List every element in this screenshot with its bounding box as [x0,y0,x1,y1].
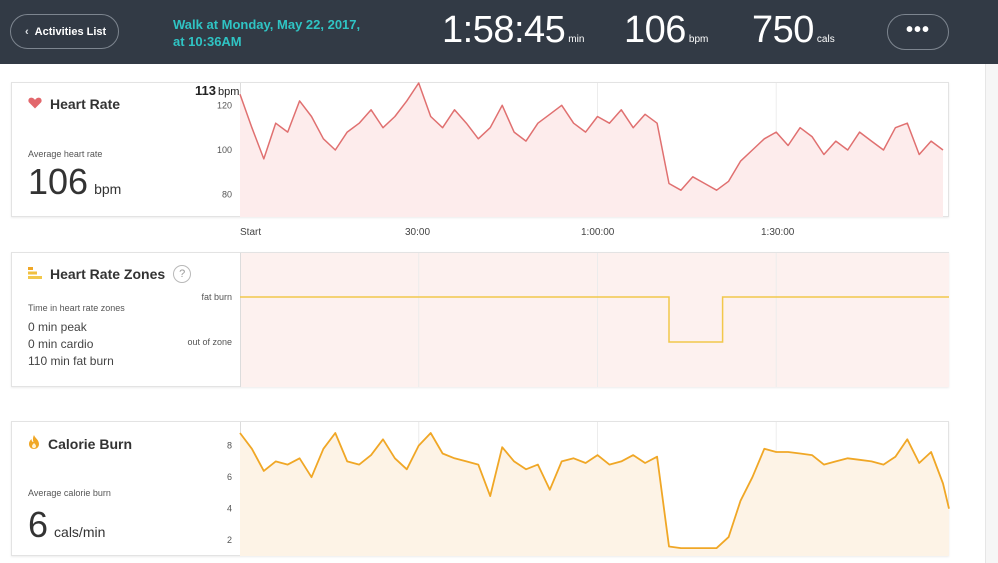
zones-bars-icon [28,266,42,282]
activity-title-line2: at 10:36AM [173,34,242,49]
heart-rate-zones-card: Heart Rate Zones ? Time in heart rate zo… [11,252,949,387]
zones-subtitle: Time in heart rate zones [28,303,125,313]
calories-unit: cals [816,34,835,45]
zone-line [240,296,949,343]
zone-peak: 0 min peak [28,320,87,334]
avg-bpm-value: 106 [624,9,686,51]
y-tick-label: 2 [227,535,232,545]
page-scrollbar[interactable] [985,64,998,563]
x-tick-start: Start [240,227,262,238]
duration-value: 1:58:45 [442,9,566,51]
heart-rate-zones-chart: fat burn out of zone [187,253,949,387]
peak-heart-rate-label: 113 bpm [195,83,239,98]
zone-y-label: out of zone [187,337,232,347]
avg-heart-rate-unit: bpm [94,181,122,197]
heart-rate-zones-title-text: Heart Rate Zones [50,266,166,282]
heart-rate-title: Heart Rate [28,96,120,112]
heart-rate-area [240,83,943,217]
avg-bpm-stat: 106 bpm [624,9,708,52]
activities-list-button[interactable]: ‹ Activities List [10,14,119,49]
activity-title: Walk at Monday, May 22, 2017, at 10:36AM [173,16,393,50]
activity-title-line1: Walk at Monday, May 22, 2017, [173,17,361,32]
avg-calorie-burn-label: Average calorie burn [28,488,111,498]
duration-stat: 1:58:45 min [442,9,584,52]
heart-rate-title-text: Heart Rate [50,96,121,112]
heart-rate-zones-title: Heart Rate Zones ? [28,265,192,283]
x-tick-30: 30:00 [405,227,431,238]
zone-cardio: 0 min cardio [28,337,94,351]
calorie-area [240,433,949,556]
help-icon[interactable]: ? [173,265,192,283]
y-tick-label: 80 [222,190,232,200]
calorie-burn-title: Calorie Burn [28,435,132,452]
avg-heart-rate-label: Average heart rate [28,149,103,159]
peak-heart-rate-value: 113 [195,83,216,98]
duration-unit: min [568,34,585,45]
heart-rate-line [239,82,944,191]
calorie-line [239,432,950,549]
calories-stat: 750 cals [752,9,835,52]
y-tick-label: 120 [217,100,232,110]
avg-calorie-burn-unit: cals/min [54,524,106,540]
calorie-burn-chart: 8 6 4 2 [227,422,950,556]
more-options-button[interactable]: ••• [887,14,949,50]
y-tick-label: 4 [227,504,232,514]
zones-list: 0 min peak 0 min cardio 110 min fat burn [28,319,114,370]
avg-bpm-unit: bpm [688,34,709,45]
y-tick-label: 8 [227,441,232,451]
avg-heart-rate: 106 bpm [28,161,121,203]
chevron-left-icon: ‹ [25,25,29,38]
heart-rate-chart: 120 100 80 [217,82,944,217]
heart-icon [28,96,42,112]
zones-background [241,253,949,387]
x-tick-90: 1:30:00 [761,227,795,238]
zone-y-label: fat burn [201,292,232,302]
y-tick-label: 6 [227,472,232,482]
peak-heart-rate-unit: bpm [217,86,240,98]
flame-icon [28,435,40,452]
y-tick-label: 100 [217,145,232,155]
calorie-burn-title-text: Calorie Burn [48,435,133,452]
x-tick-60: 1:00:00 [581,227,615,238]
calorie-burn-card: Calorie Burn Average calorie burn 6 cals/… [11,421,950,556]
avg-calorie-burn-value: 6 [28,504,49,545]
avg-calorie-burn: 6 cals/min [28,504,105,546]
heart-rate-card: Heart Rate Average heart rate 106 bpm 120… [11,82,949,217]
zone-fat-burn: 110 min fat burn [28,354,114,368]
avg-heart-rate-value: 106 [28,161,89,202]
activities-list-label: Activities List [34,25,107,38]
activity-header: ‹ Activities List Walk at Monday, May 22… [0,0,998,64]
calories-value: 750 [752,9,814,51]
